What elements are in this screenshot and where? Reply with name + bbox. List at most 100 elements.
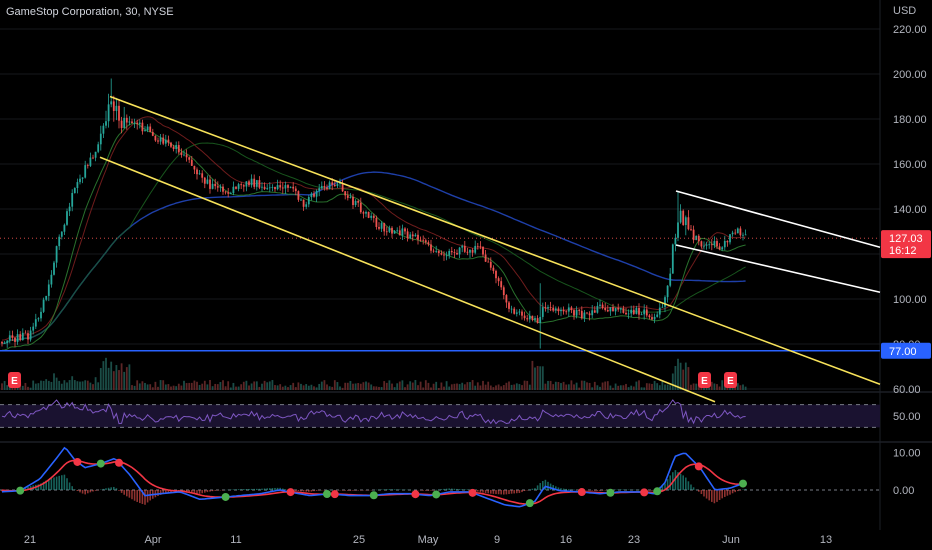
volume-bar <box>53 373 55 390</box>
volume-bar <box>744 386 747 390</box>
macd-histogram-bar <box>24 487 27 490</box>
macd-histogram-bar <box>50 478 53 490</box>
candle-body <box>32 326 35 331</box>
volume-bar <box>315 387 318 390</box>
candle-body <box>268 187 271 189</box>
price-tick-label: 180.00 <box>893 114 927 126</box>
macd-histogram-bar <box>198 490 201 494</box>
candle-body <box>430 244 432 251</box>
volume-bar <box>263 380 266 390</box>
volume-bar <box>492 387 495 390</box>
candle-body <box>718 246 721 250</box>
candle-body <box>177 145 180 153</box>
candle-body <box>110 101 113 105</box>
earnings-marker: E <box>8 372 21 388</box>
axis-currency: USD <box>893 5 916 17</box>
support-badge-bg <box>881 342 931 359</box>
macd-histogram-bar <box>617 489 619 490</box>
macd-histogram-bar <box>105 488 107 490</box>
volume-bar <box>107 367 110 390</box>
volume-bar <box>274 385 276 390</box>
time-tick-label: 16 <box>560 534 572 546</box>
volume-bar <box>354 383 357 390</box>
macd-histogram-bar <box>276 487 279 490</box>
candle-body <box>27 333 29 340</box>
macd-histogram-bar <box>700 490 703 495</box>
macd-histogram-bar <box>42 481 45 490</box>
macd-cross-dot <box>16 486 25 495</box>
volume-bar <box>307 385 310 390</box>
macd-histogram-bar <box>188 490 190 493</box>
volume-bar <box>313 386 315 390</box>
macd-histogram-bar <box>128 490 131 498</box>
macd-histogram-bar <box>92 490 94 492</box>
volume-bar <box>359 383 362 390</box>
volume-bar <box>227 381 230 390</box>
candle-body <box>123 117 126 129</box>
macd-histogram-bar <box>386 489 388 490</box>
macd-histogram-bar <box>185 490 188 493</box>
candle-body <box>53 262 55 275</box>
last-price-badge-bg <box>881 230 931 259</box>
macd-histogram-bar <box>510 490 513 494</box>
volume-bar <box>604 381 607 390</box>
volume-bar <box>552 384 555 390</box>
volume-bar <box>349 380 352 390</box>
candle-body <box>627 313 630 315</box>
volume-bar <box>391 383 393 390</box>
candle-body <box>630 309 633 314</box>
macd-histogram-bar <box>534 488 536 490</box>
macd-histogram-bar <box>721 490 723 499</box>
candle-body <box>500 281 503 288</box>
macd-histogram-bar <box>713 490 716 504</box>
macd-cross-dot <box>606 488 615 497</box>
volume-bar <box>526 380 529 390</box>
candle-body <box>8 335 11 341</box>
candle-body <box>713 241 716 246</box>
candle-body <box>549 307 552 308</box>
volume-bar <box>570 380 573 390</box>
volume-bar <box>528 384 531 390</box>
volume-bar <box>487 381 490 390</box>
macd-histogram-bar <box>354 490 357 491</box>
volume-bar <box>346 382 349 390</box>
volume-bar <box>656 383 659 390</box>
candle-body <box>729 234 731 243</box>
candle-body <box>596 305 599 313</box>
macd-histogram-bar <box>352 490 354 491</box>
candle-body <box>440 253 443 255</box>
candle-body <box>476 245 479 247</box>
macd-histogram-bar <box>214 490 216 491</box>
candle-body <box>29 330 32 340</box>
support-badge-value: 77.00 <box>889 346 917 358</box>
earnings-marker: E <box>698 372 711 388</box>
volume-bar <box>690 384 692 390</box>
macd-histogram-bar <box>495 490 497 495</box>
candle-body <box>235 186 237 189</box>
volume-bar <box>666 384 669 390</box>
macd-cross-dot <box>468 488 477 497</box>
macd-histogram-bar <box>456 488 458 490</box>
time-tick-label: 25 <box>353 534 365 546</box>
macd-histogram-bar <box>45 480 47 490</box>
candle-body <box>510 308 513 310</box>
macd-histogram-bar <box>692 487 695 490</box>
candle-body <box>76 182 79 189</box>
volume-bar <box>81 381 84 390</box>
candle-body <box>523 315 526 319</box>
candle-body <box>245 181 248 187</box>
candle-body <box>242 185 245 187</box>
macd-histogram-bar <box>461 489 463 490</box>
volume-bar <box>29 387 32 390</box>
candle-body <box>606 309 609 312</box>
macd-histogram-bar <box>261 488 263 490</box>
volume-bar <box>76 381 79 390</box>
volume-bar <box>128 364 131 390</box>
candle-body <box>664 297 666 307</box>
candle-body <box>638 308 640 315</box>
candle-body <box>539 316 542 324</box>
time-axis[interactable]: 21 Apr 11 25 May 9 16 23 Jun 13 <box>24 534 832 546</box>
candle-body <box>388 227 391 232</box>
